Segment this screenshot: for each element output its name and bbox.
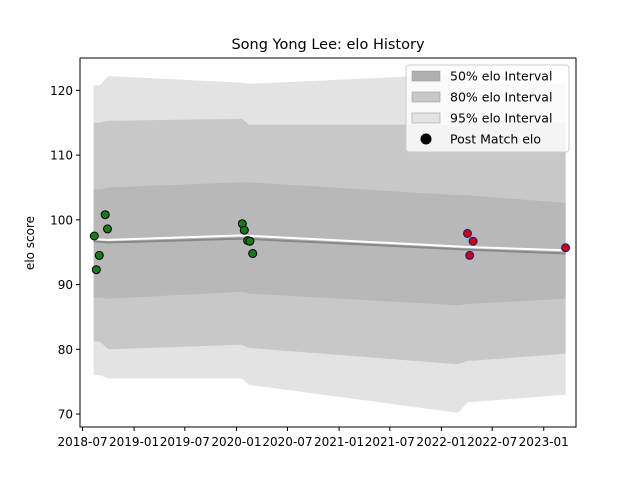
post-match-elo-point [561, 243, 571, 253]
post-match-elo-point [94, 250, 104, 260]
legend-marker [420, 133, 432, 145]
legend-swatch [411, 70, 441, 82]
x-tick-label: 2021-01 [314, 435, 364, 449]
legend-swatch [411, 112, 441, 124]
post-match-elo-point [463, 228, 472, 238]
x-tick-label: 2020-07 [262, 435, 312, 449]
post-match-elo-point [89, 231, 99, 241]
x-tick-label: 2022-01 [416, 435, 466, 449]
legend-box [405, 64, 570, 153]
x-tick-label: 2022-07 [467, 435, 517, 449]
x-tick-label: 2023-01 [519, 435, 569, 449]
mean-elo-line [93, 237, 566, 255]
post-match-elo-point [468, 236, 478, 246]
legend-label: 95% elo Interval [450, 111, 552, 126]
legend-label: 50% elo Interval [450, 69, 552, 84]
median-elo-line [93, 234, 566, 252]
post-match-elo-point [248, 249, 258, 258]
y-tick-label: 80 [58, 343, 73, 357]
legend-label: 80% elo Interval [450, 90, 552, 105]
y-tick-label: 90 [58, 278, 73, 292]
x-tick-label: 2021-07 [365, 435, 415, 449]
y-tick-label: 70 [58, 408, 73, 422]
post-match-elo-point [103, 224, 112, 234]
x-tick-label: 2019-07 [160, 435, 210, 449]
post-match-elo-point [245, 236, 255, 246]
y-tick-label: 100 [50, 213, 73, 227]
legend-swatch [411, 91, 441, 103]
x-tick-label: 2019-01 [109, 435, 159, 449]
y-axis-label: elo score [23, 216, 37, 270]
y-tick-label: 110 [50, 149, 73, 163]
legend: 50% elo Interval 80% elo Interval 95% elo … [405, 64, 570, 153]
post-match-elo-point [465, 250, 475, 260]
x-tick-label: 2020-01 [211, 435, 261, 449]
post-match-elo-point [91, 265, 101, 275]
post-match-elo-point [239, 225, 249, 235]
y-tick-label: 120 [50, 84, 73, 98]
x-tick-label: 2018-07 [57, 435, 107, 449]
axes-frame [79, 57, 577, 428]
legend-label: Post Match elo [450, 132, 541, 147]
chart-title: Song Yong Lee: elo History [231, 37, 424, 53]
post-match-elo-point [100, 210, 110, 220]
